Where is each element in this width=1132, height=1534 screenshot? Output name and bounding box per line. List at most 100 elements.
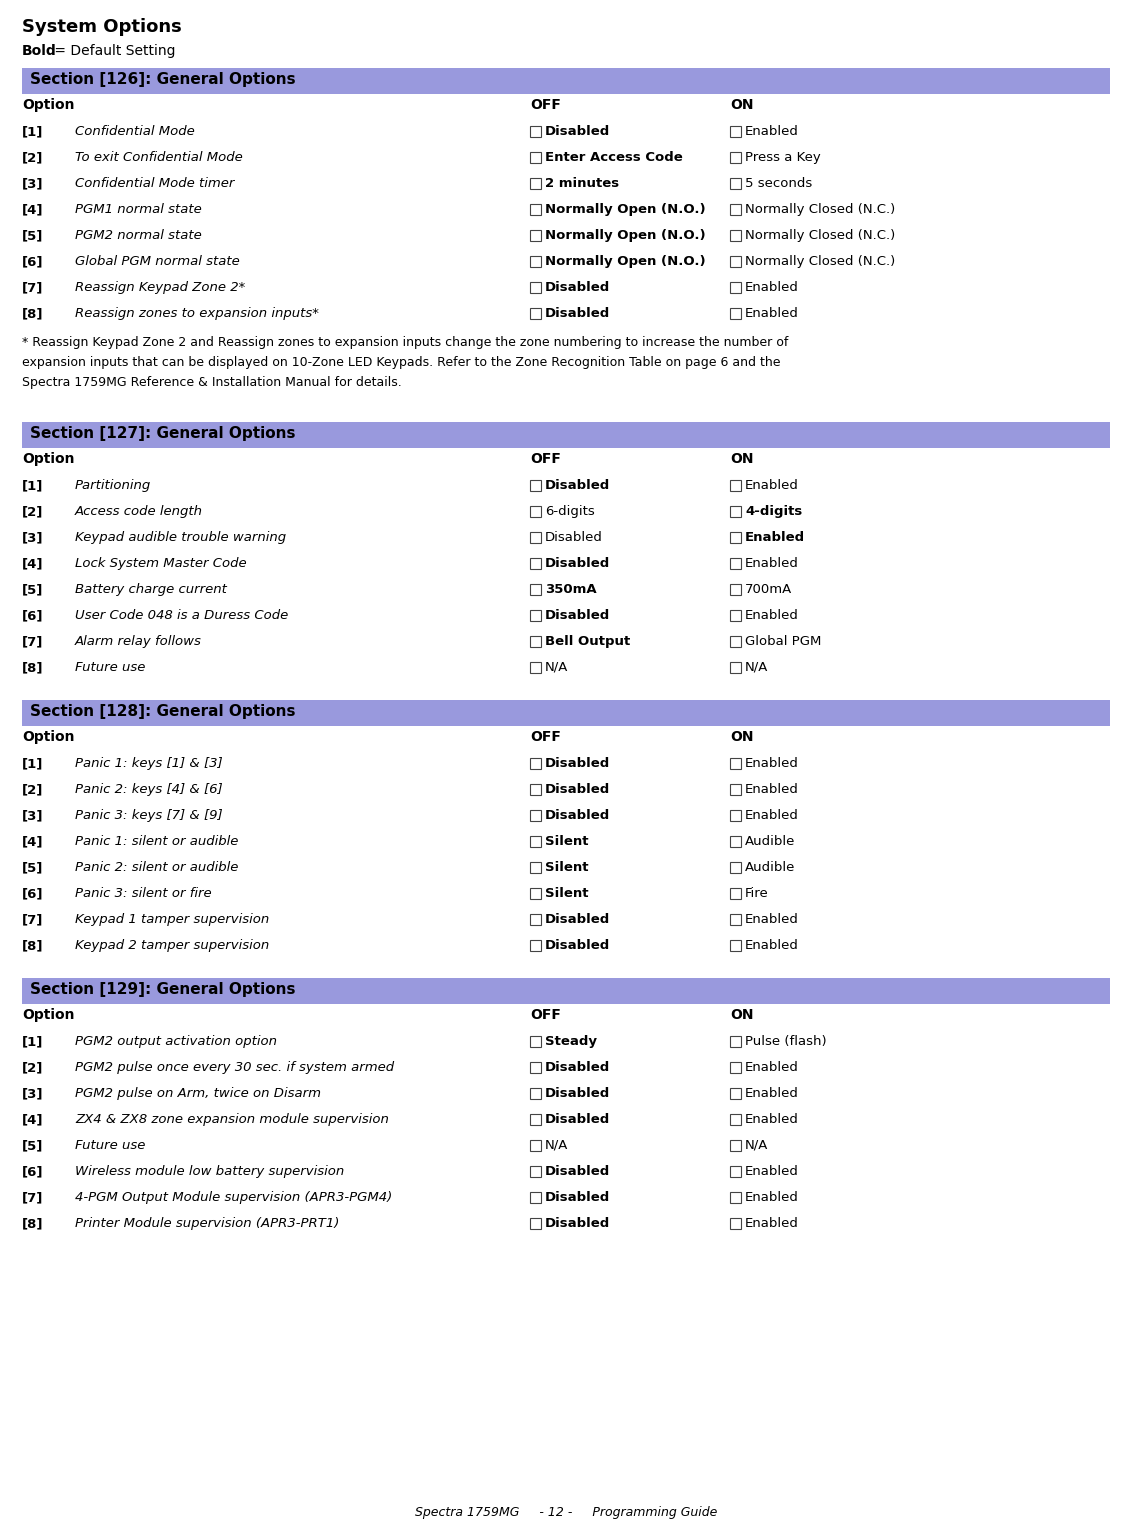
- Bar: [730, 1114, 741, 1124]
- Bar: [530, 558, 541, 569]
- Text: Enabled: Enabled: [745, 1114, 799, 1126]
- Text: [7]: [7]: [22, 281, 43, 295]
- Text: PGM2 output activation option: PGM2 output activation option: [75, 1035, 277, 1048]
- Text: Disabled: Disabled: [544, 531, 603, 545]
- Text: [6]: [6]: [22, 887, 43, 900]
- Text: Steady: Steady: [544, 1035, 597, 1048]
- Bar: [530, 204, 541, 215]
- Bar: [530, 1218, 541, 1229]
- Bar: [22, 979, 1110, 1003]
- Text: Disabled: Disabled: [544, 1088, 610, 1100]
- Text: Section [126]: General Options: Section [126]: General Options: [31, 72, 295, 87]
- Text: [1]: [1]: [22, 756, 43, 770]
- Bar: [22, 700, 1110, 726]
- Bar: [730, 178, 741, 189]
- Text: Alarm relay follows: Alarm relay follows: [75, 635, 201, 647]
- Text: [6]: [6]: [22, 609, 43, 621]
- Text: 6-digits: 6-digits: [544, 505, 594, 518]
- Text: N/A: N/A: [745, 661, 769, 673]
- Text: 350mA: 350mA: [544, 583, 597, 597]
- Text: Pulse (flash): Pulse (flash): [745, 1035, 826, 1048]
- Text: Panic 1: silent or audible: Panic 1: silent or audible: [75, 834, 239, 848]
- Text: Reassign zones to expansion inputs*: Reassign zones to expansion inputs*: [75, 307, 319, 321]
- Text: Confidential Mode timer: Confidential Mode timer: [75, 176, 234, 190]
- Text: Panic 3: silent or fire: Panic 3: silent or fire: [75, 887, 212, 900]
- Bar: [730, 940, 741, 951]
- Text: Normally Open (N.O.): Normally Open (N.O.): [544, 229, 705, 242]
- Text: Enabled: Enabled: [745, 557, 799, 571]
- Text: [2]: [2]: [22, 782, 43, 796]
- Text: OFF: OFF: [530, 730, 560, 744]
- Text: Normally Closed (N.C.): Normally Closed (N.C.): [745, 255, 895, 268]
- Text: System Options: System Options: [22, 18, 182, 35]
- Bar: [730, 152, 741, 163]
- Text: Global PGM normal state: Global PGM normal state: [75, 255, 240, 268]
- Text: Enabled: Enabled: [745, 756, 799, 770]
- Text: Confidential Mode: Confidential Mode: [75, 124, 195, 138]
- Bar: [530, 862, 541, 873]
- Text: [6]: [6]: [22, 255, 43, 268]
- Bar: [730, 1035, 741, 1048]
- Text: N/A: N/A: [544, 1140, 568, 1152]
- Text: PGM1 normal state: PGM1 normal state: [75, 202, 201, 216]
- Text: [6]: [6]: [22, 1164, 43, 1178]
- Text: 4-digits: 4-digits: [745, 505, 803, 518]
- Text: Disabled: Disabled: [544, 1164, 610, 1178]
- Text: Access code length: Access code length: [75, 505, 203, 518]
- Bar: [730, 584, 741, 595]
- Text: [1]: [1]: [22, 1035, 43, 1048]
- Text: [4]: [4]: [22, 202, 43, 216]
- Text: 2 minutes: 2 minutes: [544, 176, 619, 190]
- Text: Disabled: Disabled: [544, 124, 610, 138]
- Text: Enabled: Enabled: [745, 1190, 799, 1204]
- Text: Future use: Future use: [75, 1140, 145, 1152]
- Text: ON: ON: [730, 453, 754, 466]
- Text: Option: Option: [22, 1008, 75, 1022]
- Text: Enabled: Enabled: [745, 479, 799, 492]
- Text: Disabled: Disabled: [544, 756, 610, 770]
- Text: [5]: [5]: [22, 583, 43, 597]
- Bar: [730, 914, 741, 925]
- Text: ON: ON: [730, 98, 754, 112]
- Bar: [530, 532, 541, 543]
- Text: Reassign Keypad Zone 2*: Reassign Keypad Zone 2*: [75, 281, 246, 295]
- Bar: [530, 663, 541, 673]
- Text: ON: ON: [730, 730, 754, 744]
- Text: [4]: [4]: [22, 557, 43, 571]
- Text: Disabled: Disabled: [544, 281, 610, 295]
- Text: ZX4 & ZX8 zone expansion module supervision: ZX4 & ZX8 zone expansion module supervis…: [75, 1114, 389, 1126]
- Text: [7]: [7]: [22, 1190, 43, 1204]
- Bar: [530, 1140, 541, 1150]
- Text: PGM2 pulse once every 30 sec. if system armed: PGM2 pulse once every 30 sec. if system …: [75, 1062, 394, 1074]
- Text: [3]: [3]: [22, 808, 43, 822]
- Text: [2]: [2]: [22, 150, 43, 164]
- Bar: [730, 663, 741, 673]
- Text: [8]: [8]: [22, 1216, 43, 1230]
- Text: Spectra 1759MG Reference & Installation Manual for details.: Spectra 1759MG Reference & Installation …: [22, 376, 402, 390]
- Bar: [730, 888, 741, 899]
- Bar: [730, 558, 741, 569]
- Bar: [730, 1166, 741, 1177]
- Text: Press a Key: Press a Key: [745, 150, 821, 164]
- Text: Enabled: Enabled: [745, 808, 799, 822]
- Bar: [530, 1114, 541, 1124]
- Bar: [730, 1088, 741, 1098]
- Text: Enabled: Enabled: [745, 1062, 799, 1074]
- Text: Enabled: Enabled: [745, 281, 799, 295]
- Text: N/A: N/A: [544, 661, 568, 673]
- Text: Partitioning: Partitioning: [75, 479, 152, 492]
- Text: Disabled: Disabled: [544, 609, 610, 621]
- Text: [5]: [5]: [22, 229, 43, 242]
- Text: PGM2 normal state: PGM2 normal state: [75, 229, 201, 242]
- Text: Enabled: Enabled: [745, 1088, 799, 1100]
- Bar: [530, 1192, 541, 1203]
- Text: [4]: [4]: [22, 1114, 43, 1126]
- Bar: [730, 836, 741, 847]
- Bar: [530, 230, 541, 241]
- Text: Future use: Future use: [75, 661, 145, 673]
- Text: Enabled: Enabled: [745, 307, 799, 321]
- Text: Printer Module supervision (APR3-PRT1): Printer Module supervision (APR3-PRT1): [75, 1216, 340, 1230]
- Bar: [730, 810, 741, 821]
- Text: To exit Confidential Mode: To exit Confidential Mode: [75, 150, 242, 164]
- Text: Audible: Audible: [745, 861, 796, 874]
